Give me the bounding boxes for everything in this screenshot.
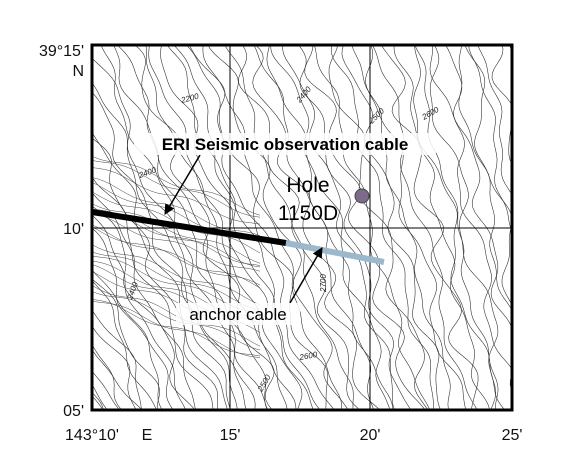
contour-line (341, 45, 442, 410)
contour-line (458, 45, 512, 311)
contour-line (92, 299, 261, 357)
contour-line (92, 227, 174, 410)
contour-line (314, 45, 431, 410)
contour-line (509, 30, 563, 443)
contour-label: 2700 (319, 274, 328, 293)
contour-line (116, 45, 268, 410)
contour-line (134, 45, 275, 410)
contour-line (92, 348, 143, 410)
contour-line (538, 30, 563, 443)
lat-label: 39°15' (39, 43, 84, 60)
contour-line (92, 343, 123, 410)
contour-label: 2400 (125, 280, 140, 301)
lon-label: 143°10' (65, 427, 119, 444)
anchor-label: anchor cable (189, 305, 286, 324)
contour-line (186, 45, 335, 410)
contour-line (252, 45, 381, 410)
anchor-arrow (289, 247, 323, 304)
contour-line (92, 251, 261, 311)
contour-line (202, 45, 342, 410)
lon-label: 25' (502, 427, 523, 444)
label-backdrop (134, 133, 436, 155)
contour-line (92, 175, 214, 410)
lat-label: 05' (63, 403, 84, 420)
cable-arrow (164, 154, 201, 215)
contour-line (92, 191, 196, 410)
contour-line (464, 45, 512, 306)
contour-line (298, 45, 412, 410)
contour-line (477, 45, 512, 196)
contour-line (92, 300, 261, 358)
anchor-cable-line (285, 240, 385, 265)
contour-line (92, 160, 261, 218)
lat-label: 10' (63, 221, 84, 238)
contour-line (92, 137, 219, 410)
contour-line (393, 45, 490, 410)
contour-label: 2600 (298, 350, 319, 362)
hole-id: 1150D (278, 202, 338, 225)
contour-line (92, 214, 187, 410)
label-backdrop (176, 303, 300, 325)
lon-label: 20' (360, 427, 381, 444)
contour-line (238, 45, 361, 410)
map-frame (90, 43, 514, 412)
contour-line (365, 45, 467, 410)
contour-line (544, 30, 563, 443)
contour-line (92, 370, 121, 410)
contour-line (330, 45, 434, 410)
contour-line (351, 45, 451, 410)
contour-line (92, 177, 261, 236)
contour-line (380, 45, 479, 410)
contour-line (92, 91, 231, 410)
contour-line (100, 45, 247, 410)
contour-line (92, 309, 142, 410)
contour-label: 2200 (179, 91, 200, 105)
contour-line (517, 30, 563, 443)
seismic-cable (91, 209, 287, 246)
contour-line (414, 45, 499, 410)
contour-line (371, 45, 478, 410)
contour-line (92, 391, 104, 410)
contour-line (92, 226, 261, 289)
contour-line (92, 155, 261, 216)
contour-line (445, 45, 512, 392)
cable-label: ERI Seismic observation cable (162, 135, 409, 154)
contour-line (92, 57, 256, 410)
lon-label: E (142, 427, 153, 444)
contour-line (429, 45, 512, 370)
contour-line (92, 203, 261, 264)
contour-line (491, 45, 512, 165)
contour-line (92, 213, 261, 272)
contour-line (92, 224, 261, 286)
contour-label: 2600 (420, 105, 441, 122)
contour-line (92, 278, 161, 410)
contour-line (148, 45, 297, 410)
contour-line (270, 45, 391, 410)
contour-line (526, 30, 563, 443)
contour-line (509, 45, 512, 69)
contour-line (92, 205, 196, 410)
contour-line (468, 45, 512, 233)
contour-line (113, 45, 268, 410)
contours (92, 30, 563, 443)
contour-line (92, 324, 137, 410)
contour-line (92, 99, 228, 410)
contour-line (92, 269, 163, 410)
hole-label: Hole (286, 174, 329, 197)
lat-label: N (72, 63, 84, 80)
contour-line (145, 45, 288, 410)
contour-line (558, 30, 563, 443)
contour-line (304, 45, 426, 410)
contour-line (224, 45, 354, 410)
contour-line (92, 244, 261, 306)
hole-marker (354, 188, 370, 204)
contour-line (92, 279, 158, 410)
contour-line (266, 45, 393, 410)
lon-label: 15' (220, 427, 241, 444)
contour-line (429, 45, 506, 410)
contour-line (207, 45, 349, 410)
